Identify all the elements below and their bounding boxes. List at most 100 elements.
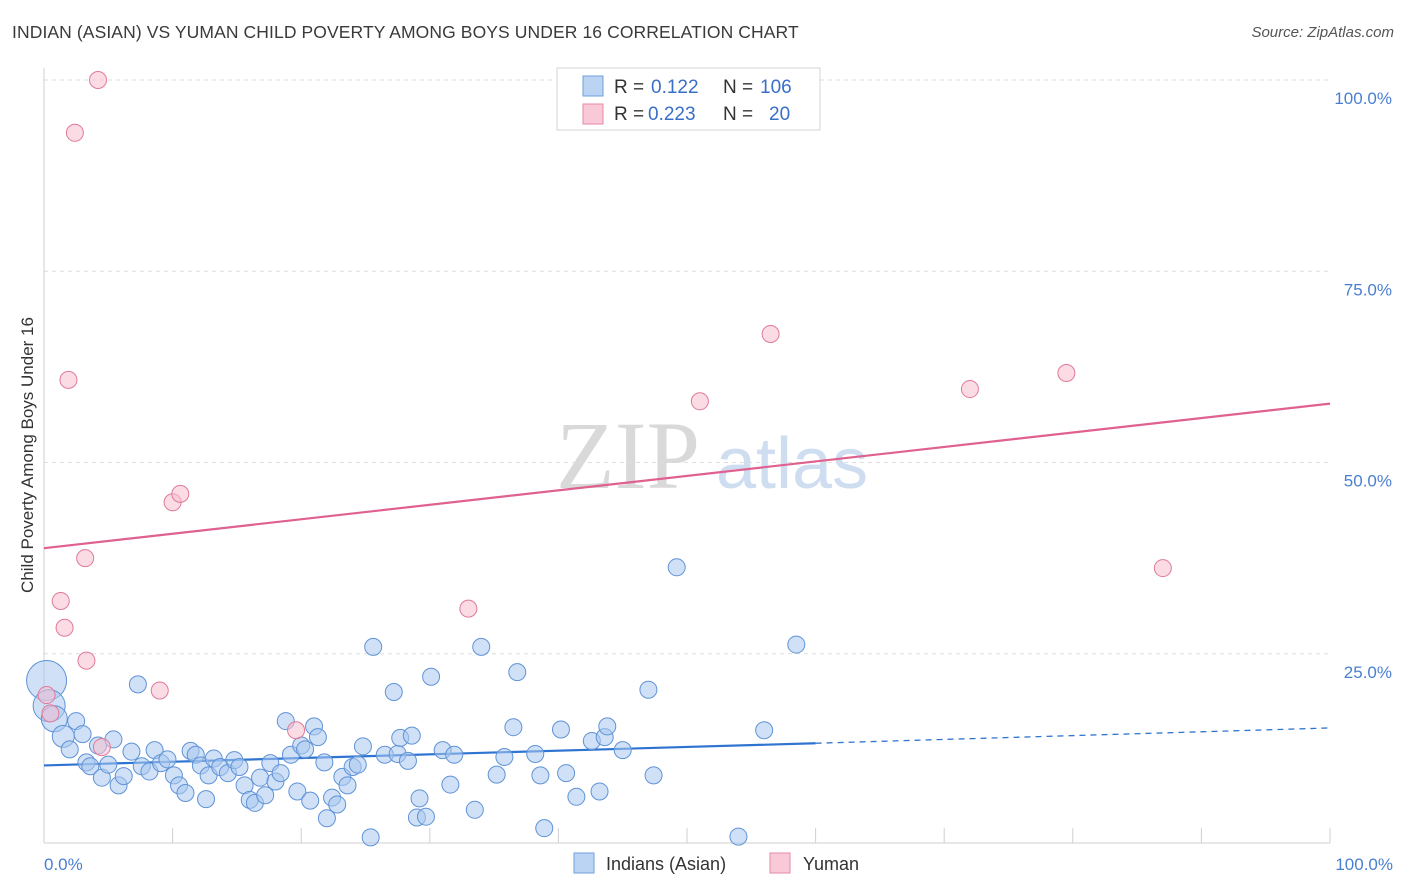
- point-yuman: [92, 738, 111, 757]
- legend-r-value-2: 0.223: [648, 104, 696, 125]
- legend-n-label-1: N =: [723, 77, 753, 98]
- point-indians: [256, 786, 275, 805]
- point-indians: [729, 827, 748, 846]
- point-yuman: [287, 721, 306, 740]
- point-yuman: [1153, 559, 1172, 578]
- point-indians: [535, 819, 554, 838]
- point-indians: [315, 753, 334, 772]
- trend-line-yuman: [43, 402, 1331, 550]
- legend-swatch-indians: [582, 75, 604, 97]
- legend-n-label-2: N =: [723, 104, 753, 125]
- point-indians: [81, 757, 100, 776]
- point-indians: [667, 558, 686, 577]
- point-indians: [487, 765, 506, 784]
- legend-r-label-2: R =: [614, 104, 644, 125]
- point-indians: [384, 683, 403, 701]
- point-yuman: [960, 380, 979, 399]
- point-indians: [567, 787, 586, 806]
- legend-swatch-yuman: [582, 103, 604, 125]
- point-indians: [99, 755, 118, 774]
- tick-labels: 25.0% 50.0% 75.0% 100.0% 0.0% 100.0%: [44, 89, 1393, 874]
- x-tick-label-max: 100.0%: [1335, 855, 1393, 874]
- point-indians: [361, 828, 380, 847]
- point-indians: [308, 728, 327, 747]
- point-indians: [644, 766, 663, 785]
- point-indians: [557, 764, 576, 783]
- point-indians: [158, 750, 177, 769]
- point-yuman: [690, 392, 709, 411]
- point-indians: [128, 675, 147, 694]
- y-axis-label: Child Poverty Among Boys Under 16: [18, 317, 37, 593]
- point-indians: [251, 768, 270, 787]
- point-indians: [60, 740, 79, 759]
- point-indians: [531, 766, 550, 785]
- point-indians: [526, 744, 545, 763]
- y-tick-label: 100.0%: [1334, 89, 1392, 108]
- data-points: [26, 71, 1172, 847]
- legend-n-value-1: 106: [760, 77, 792, 98]
- point-indians: [271, 764, 290, 783]
- point-yuman: [89, 71, 108, 89]
- point-indians: [590, 782, 609, 801]
- point-indians: [402, 726, 421, 745]
- point-indians: [410, 789, 429, 808]
- point-indians: [504, 718, 523, 737]
- point-indians: [613, 741, 632, 760]
- point-indians: [364, 637, 383, 656]
- source-label: Source: ZipAtlas.com: [1251, 24, 1394, 41]
- point-indians: [422, 667, 441, 686]
- point-indians: [114, 767, 133, 786]
- point-yuman: [65, 123, 84, 142]
- chart-title: INDIAN (ASIAN) VS YUMAN CHILD POVERTY AM…: [12, 22, 799, 42]
- point-yuman: [1057, 363, 1076, 382]
- point-indians: [787, 635, 806, 654]
- bottom-legend-swatch-indians: [573, 852, 595, 874]
- trend-line-extension: [815, 727, 1331, 744]
- point-yuman: [76, 549, 95, 568]
- bottom-legend-swatch-yuman: [769, 852, 791, 874]
- point-yuman: [77, 651, 96, 670]
- point-indians: [445, 745, 464, 764]
- point-indians: [398, 751, 417, 770]
- point-yuman: [37, 686, 56, 705]
- point-indians: [441, 775, 460, 794]
- legend-n-value-2: 20: [769, 104, 790, 125]
- point-indians: [296, 740, 315, 759]
- series-legend: Indians (Asian) Yuman: [573, 852, 859, 874]
- point-yuman: [59, 370, 78, 389]
- point-indians: [639, 680, 658, 699]
- x-tick-label-min: 0.0%: [44, 855, 83, 874]
- point-indians: [122, 742, 141, 761]
- point-yuman: [150, 681, 169, 700]
- watermark-zip: ZIP: [556, 402, 700, 509]
- point-indians: [551, 720, 570, 739]
- point-indians: [416, 807, 435, 826]
- point-indians: [230, 757, 249, 776]
- point-yuman: [459, 599, 478, 618]
- point-indians: [598, 717, 617, 736]
- point-indians: [288, 782, 307, 801]
- point-indians: [338, 776, 357, 795]
- point-yuman: [761, 324, 780, 343]
- point-yuman: [171, 484, 190, 503]
- y-tick-label: 25.0%: [1344, 663, 1392, 682]
- point-indians: [472, 637, 491, 656]
- bottom-legend-label-indians: Indians (Asian): [606, 854, 726, 874]
- point-yuman: [41, 704, 60, 723]
- bottom-legend-label-yuman: Yuman: [803, 854, 859, 874]
- point-indians: [73, 725, 92, 744]
- point-indians: [465, 800, 484, 819]
- point-yuman: [55, 618, 74, 637]
- point-indians: [301, 791, 320, 810]
- point-yuman: [51, 591, 70, 610]
- point-indians: [508, 663, 527, 682]
- y-tick-label: 75.0%: [1344, 280, 1392, 299]
- correlation-legend: R = 0.122 N = 106 R = 0.223 N = 20: [556, 67, 821, 131]
- point-indians: [755, 721, 774, 740]
- point-indians: [348, 755, 367, 774]
- y-tick-label: 50.0%: [1344, 472, 1392, 491]
- point-indians: [317, 809, 336, 828]
- point-indians: [353, 737, 372, 756]
- legend-r-value-1: 0.122: [651, 77, 699, 98]
